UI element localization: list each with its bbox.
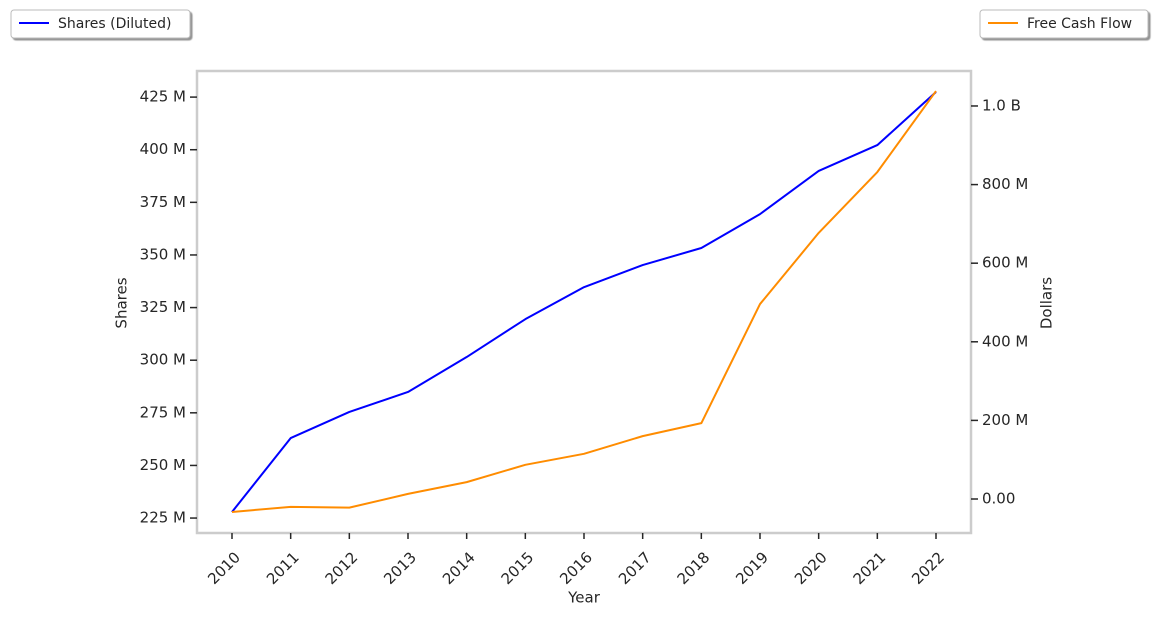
x-axis-label: Year [567,589,601,607]
y-tick-label: 425 M [140,88,186,106]
y2-tick-label: 0.00 [982,490,1015,508]
x-tick-label: 2012 [322,548,362,588]
x-tick-label: 2021 [850,548,890,588]
y-tick-label: 250 M [140,456,186,474]
y-tick-label: 225 M [140,509,186,527]
y-tick-label: 325 M [140,298,186,316]
x-tick-label: 2018 [674,548,714,588]
x-tick-label: 2013 [380,548,420,588]
y2-tick-label: 1.0 B [982,96,1021,114]
x-tick-label: 2011 [263,548,303,588]
x-tick-label: 2015 [498,548,538,588]
y-tick-label: 300 M [140,351,186,369]
series-line [231,91,937,513]
y-tick-label: 350 M [140,245,186,263]
y2-axis-label: Dollars [1038,277,1056,329]
legend-label: Shares (Diluted) [58,16,172,32]
series-line [231,90,937,513]
legend-box [10,9,191,39]
legend-box [979,9,1149,39]
y2-tick-label: 600 M [982,254,1028,272]
x-tick-label: 2017 [615,548,655,588]
plot-frame [195,69,973,535]
y2-tick-label: 400 M [982,332,1028,350]
y2-tick-label: 200 M [982,411,1028,429]
x-tick-label: 2022 [908,548,948,588]
x-tick-label: 2014 [439,548,479,588]
x-tick-label: 2010 [204,548,244,588]
legend-label: Free Cash Flow [1027,16,1132,32]
x-tick-label: 2020 [791,548,831,588]
legend-right: Free Cash Flow [979,9,1149,39]
y-axis-label: Shares [113,277,131,328]
y-tick-label: 275 M [140,403,186,421]
legend-left: Shares (Diluted) [10,9,191,39]
y-tick-label: 375 M [140,193,186,211]
x-tick-label: 2019 [732,548,772,588]
y-tick-label: 400 M [140,140,186,158]
y2-tick-label: 800 M [982,175,1028,193]
x-tick-label: 2016 [556,548,596,588]
